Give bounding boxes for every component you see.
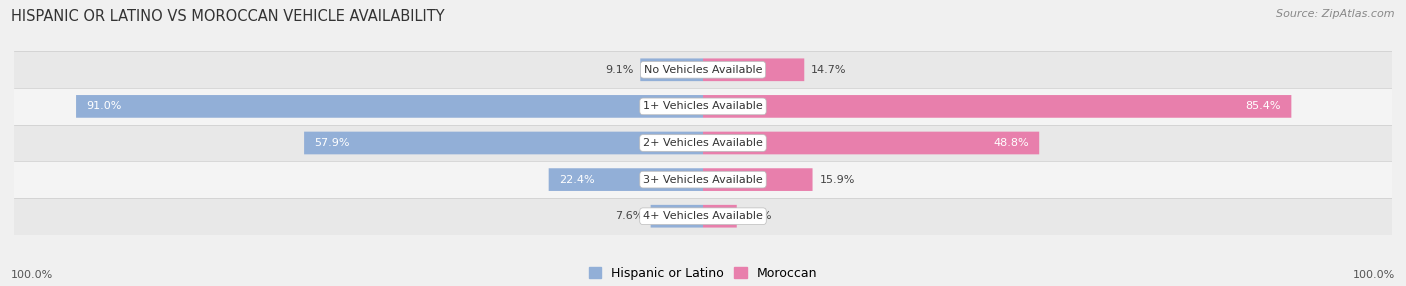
Text: 85.4%: 85.4%: [1246, 102, 1281, 111]
FancyBboxPatch shape: [304, 132, 703, 154]
Text: 3+ Vehicles Available: 3+ Vehicles Available: [643, 175, 763, 184]
FancyBboxPatch shape: [76, 95, 703, 118]
Text: 14.7%: 14.7%: [811, 65, 846, 75]
FancyBboxPatch shape: [640, 58, 703, 81]
Bar: [14, 198, 1392, 235]
Text: 57.9%: 57.9%: [315, 138, 350, 148]
Bar: [14, 125, 1392, 161]
Text: 100.0%: 100.0%: [1353, 270, 1395, 280]
Text: 7.6%: 7.6%: [616, 211, 644, 221]
Text: No Vehicles Available: No Vehicles Available: [644, 65, 762, 75]
Text: 100.0%: 100.0%: [11, 270, 53, 280]
Bar: [14, 51, 1392, 88]
FancyBboxPatch shape: [651, 205, 703, 228]
Text: 4.9%: 4.9%: [744, 211, 772, 221]
Bar: [14, 88, 1392, 125]
FancyBboxPatch shape: [703, 132, 1039, 154]
Text: 22.4%: 22.4%: [560, 175, 595, 184]
Text: 1+ Vehicles Available: 1+ Vehicles Available: [643, 102, 763, 111]
Text: 2+ Vehicles Available: 2+ Vehicles Available: [643, 138, 763, 148]
Text: 9.1%: 9.1%: [605, 65, 634, 75]
Legend: Hispanic or Latino, Moroccan: Hispanic or Latino, Moroccan: [589, 267, 817, 280]
Text: 4+ Vehicles Available: 4+ Vehicles Available: [643, 211, 763, 221]
FancyBboxPatch shape: [703, 205, 737, 228]
Text: 91.0%: 91.0%: [86, 102, 122, 111]
FancyBboxPatch shape: [703, 95, 1291, 118]
FancyBboxPatch shape: [548, 168, 703, 191]
FancyBboxPatch shape: [703, 58, 804, 81]
Text: 15.9%: 15.9%: [820, 175, 855, 184]
Bar: [14, 161, 1392, 198]
Text: HISPANIC OR LATINO VS MOROCCAN VEHICLE AVAILABILITY: HISPANIC OR LATINO VS MOROCCAN VEHICLE A…: [11, 9, 444, 23]
Text: Source: ZipAtlas.com: Source: ZipAtlas.com: [1277, 9, 1395, 19]
Text: 48.8%: 48.8%: [993, 138, 1029, 148]
FancyBboxPatch shape: [703, 168, 813, 191]
